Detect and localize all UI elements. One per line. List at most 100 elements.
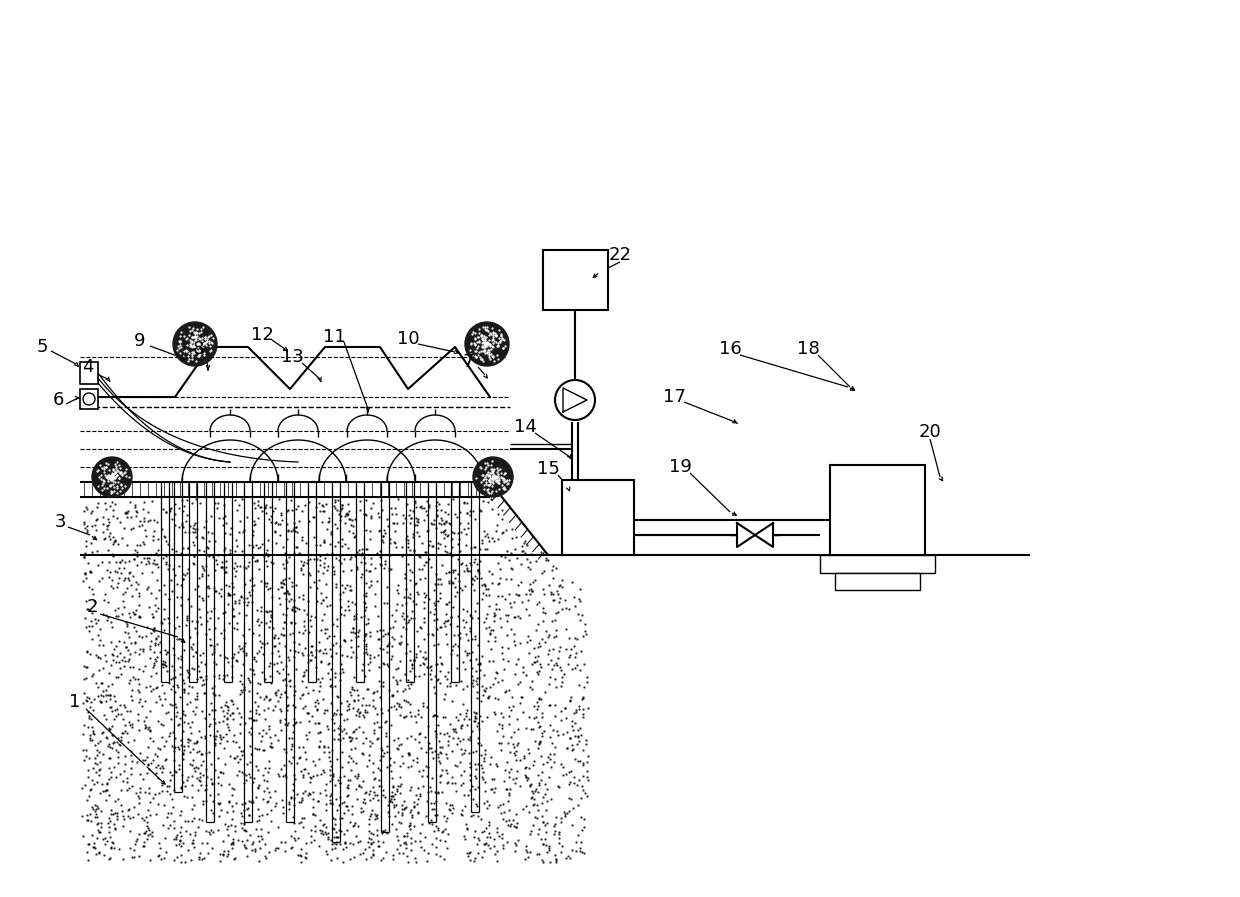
- Point: [423, 518, 443, 532]
- Point: [362, 803, 382, 817]
- Point: [382, 788, 402, 803]
- Point: [460, 621, 480, 635]
- Point: [289, 590, 309, 605]
- Point: [133, 535, 153, 549]
- Point: [317, 718, 337, 733]
- Point: [104, 535, 124, 549]
- Point: [193, 674, 213, 688]
- Point: [264, 639, 284, 653]
- Point: [114, 649, 134, 664]
- Point: [83, 802, 103, 816]
- Point: [259, 656, 279, 670]
- Point: [270, 518, 290, 532]
- Point: [157, 784, 177, 798]
- Point: [494, 662, 513, 676]
- Point: [377, 745, 397, 759]
- Point: [458, 562, 477, 577]
- Point: [234, 683, 254, 697]
- Point: [490, 736, 510, 751]
- Point: [100, 692, 120, 706]
- Point: [449, 639, 469, 653]
- Point: [124, 552, 144, 566]
- Point: [184, 753, 203, 767]
- Point: [187, 771, 207, 785]
- Point: [516, 799, 536, 814]
- Point: [445, 637, 465, 651]
- Point: [164, 821, 184, 835]
- Point: [160, 504, 180, 518]
- Point: [241, 721, 260, 736]
- Point: [559, 631, 579, 646]
- Point: [487, 724, 507, 738]
- Point: [353, 795, 373, 809]
- Point: [119, 676, 139, 691]
- Point: [396, 693, 415, 708]
- Point: [219, 794, 239, 808]
- Point: [134, 813, 154, 827]
- Point: [118, 570, 138, 585]
- Point: [403, 530, 423, 544]
- Point: [108, 755, 128, 770]
- Point: [476, 681, 496, 695]
- Point: [193, 794, 213, 808]
- Point: [352, 546, 372, 561]
- Point: [195, 544, 215, 559]
- Point: [153, 729, 172, 744]
- Point: [496, 814, 516, 828]
- Point: [138, 821, 157, 835]
- Point: [326, 707, 346, 721]
- Point: [366, 809, 386, 823]
- Point: [304, 785, 324, 799]
- Point: [360, 738, 379, 753]
- Point: [562, 763, 582, 778]
- Point: [231, 710, 250, 725]
- Point: [281, 524, 301, 538]
- Point: [424, 607, 444, 622]
- Point: [441, 531, 461, 545]
- Point: [129, 518, 149, 533]
- Point: [218, 655, 238, 669]
- Point: [110, 697, 130, 711]
- Point: [314, 593, 334, 607]
- Point: [419, 538, 439, 553]
- Point: [458, 633, 477, 648]
- Point: [195, 563, 215, 578]
- Point: [314, 503, 334, 518]
- Point: [89, 846, 109, 860]
- Point: [563, 744, 583, 758]
- Point: [122, 521, 141, 536]
- Point: [99, 721, 119, 736]
- Point: [501, 782, 521, 797]
- Point: [355, 595, 374, 609]
- Point: [232, 544, 252, 558]
- Point: [391, 779, 410, 793]
- Point: [353, 747, 373, 762]
- Point: [312, 613, 332, 627]
- Point: [244, 843, 264, 858]
- Point: [399, 697, 419, 711]
- Point: [408, 639, 428, 653]
- Point: [355, 841, 374, 856]
- Point: [429, 734, 449, 748]
- Point: [286, 662, 306, 676]
- Point: [381, 751, 401, 765]
- Point: [451, 778, 471, 792]
- Point: [498, 608, 518, 623]
- Point: [95, 783, 115, 797]
- Point: [148, 637, 167, 651]
- Point: [312, 593, 332, 607]
- Point: [206, 584, 226, 598]
- Point: [324, 616, 343, 631]
- Point: [429, 517, 449, 531]
- Point: [518, 742, 538, 756]
- Point: [138, 553, 157, 568]
- Point: [262, 646, 281, 660]
- Point: [89, 638, 109, 652]
- Point: [528, 827, 548, 841]
- Point: [122, 767, 141, 781]
- Point: [548, 728, 568, 743]
- Point: [523, 818, 543, 832]
- Point: [233, 644, 253, 658]
- Point: [521, 826, 541, 840]
- Point: [463, 678, 482, 692]
